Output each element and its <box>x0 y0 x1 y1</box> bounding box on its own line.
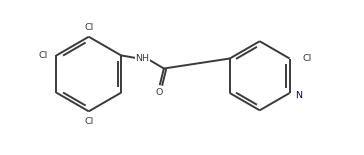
Text: N: N <box>295 91 302 100</box>
Text: Cl: Cl <box>39 51 48 60</box>
Text: NH: NH <box>135 54 150 63</box>
Text: Cl: Cl <box>85 117 94 126</box>
Text: Cl: Cl <box>85 23 94 32</box>
Text: O: O <box>155 88 163 97</box>
Text: Cl: Cl <box>303 54 312 63</box>
